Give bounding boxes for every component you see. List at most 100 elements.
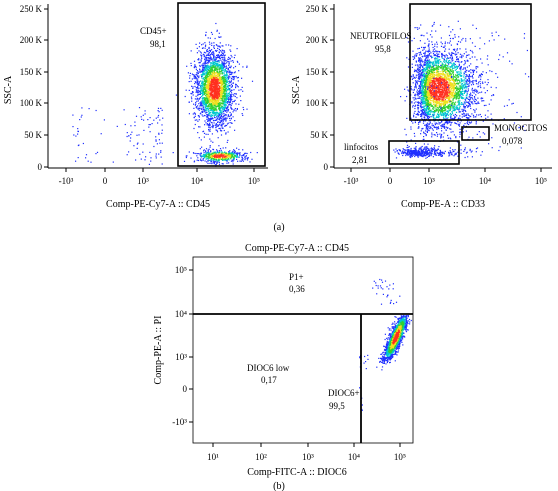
event-point [462,103,464,105]
event-point [198,46,200,48]
event-point [215,93,217,95]
event-point [194,119,196,121]
event-point [431,125,433,127]
event-point [422,49,424,51]
event-point [471,113,473,115]
event-point [464,85,467,87]
event-point [417,74,419,76]
event-point [422,98,424,100]
event-point [195,89,197,91]
event-point [419,96,421,98]
event-point [251,80,254,82]
event-point [443,46,445,48]
event-point [156,143,158,145]
event-point [230,92,233,94]
event-point [428,76,430,78]
event-point [441,53,443,56]
event-point [200,86,202,88]
event-point [425,134,427,137]
event-point [219,55,222,57]
event-point [435,90,438,92]
panel-a-left-x-label: Comp-PE-Cy7-A :: CD45 [106,199,210,210]
event-point [228,63,230,65]
event-point [211,111,213,113]
event-point [226,117,228,119]
event-point [219,111,221,113]
event-point [206,59,208,61]
event-point [213,103,215,105]
event-point [223,77,225,79]
event-point [220,89,222,92]
event-point [215,102,218,104]
event-point [213,160,215,162]
event-point [416,70,418,72]
event-point [473,109,475,111]
event-point [223,156,225,158]
event-point [208,47,210,49]
event-point [432,88,434,90]
event-point [417,101,419,103]
event-point [198,103,200,105]
event-point [202,80,204,82]
event-point [214,70,216,72]
event-point [414,107,416,110]
event-point [469,57,471,60]
event-point [427,70,429,72]
event-point [197,92,199,94]
event-point [239,160,241,162]
event-point [222,98,224,100]
event-point [219,71,221,73]
event-point [189,75,191,77]
event-point [218,83,220,85]
event-point [473,92,475,94]
event-point [198,153,200,155]
event-point [443,74,446,76]
event-point [203,69,205,71]
event-point [242,158,244,160]
event-point [480,97,482,99]
event-point [232,158,235,160]
event-point [211,117,213,119]
event-point [230,155,232,157]
event-point [225,104,227,106]
event-point [203,73,205,75]
event-point [474,111,476,113]
event-point [442,77,444,79]
event-point [237,61,239,63]
event-point [456,65,458,67]
event-point [256,152,258,154]
event-point [194,98,196,100]
event-point [442,117,445,119]
event-point [202,83,204,85]
event-point [229,102,231,104]
event-point [205,81,207,83]
event-point [227,122,229,124]
event-point [200,152,202,154]
event-point [223,153,225,156]
event-point [216,115,218,117]
event-point [210,31,213,34]
event-point [209,83,211,85]
event-point [215,84,217,86]
event-point [224,83,226,85]
event-point [205,154,207,156]
event-point [155,139,157,141]
event-point [196,89,198,91]
event-point [222,90,224,92]
event-point [188,113,190,115]
event-point [452,118,454,120]
event-point [73,134,75,136]
event-point [213,161,215,163]
event-point [143,129,145,131]
event-point [242,149,244,151]
event-point [475,108,477,110]
event-point [206,101,208,103]
event-point [202,86,204,88]
event-point [230,154,232,156]
event-point [215,87,217,89]
event-point [481,81,484,83]
event-point [222,163,224,165]
event-point [216,149,218,151]
event-point [206,111,208,113]
event-point [417,108,419,110]
